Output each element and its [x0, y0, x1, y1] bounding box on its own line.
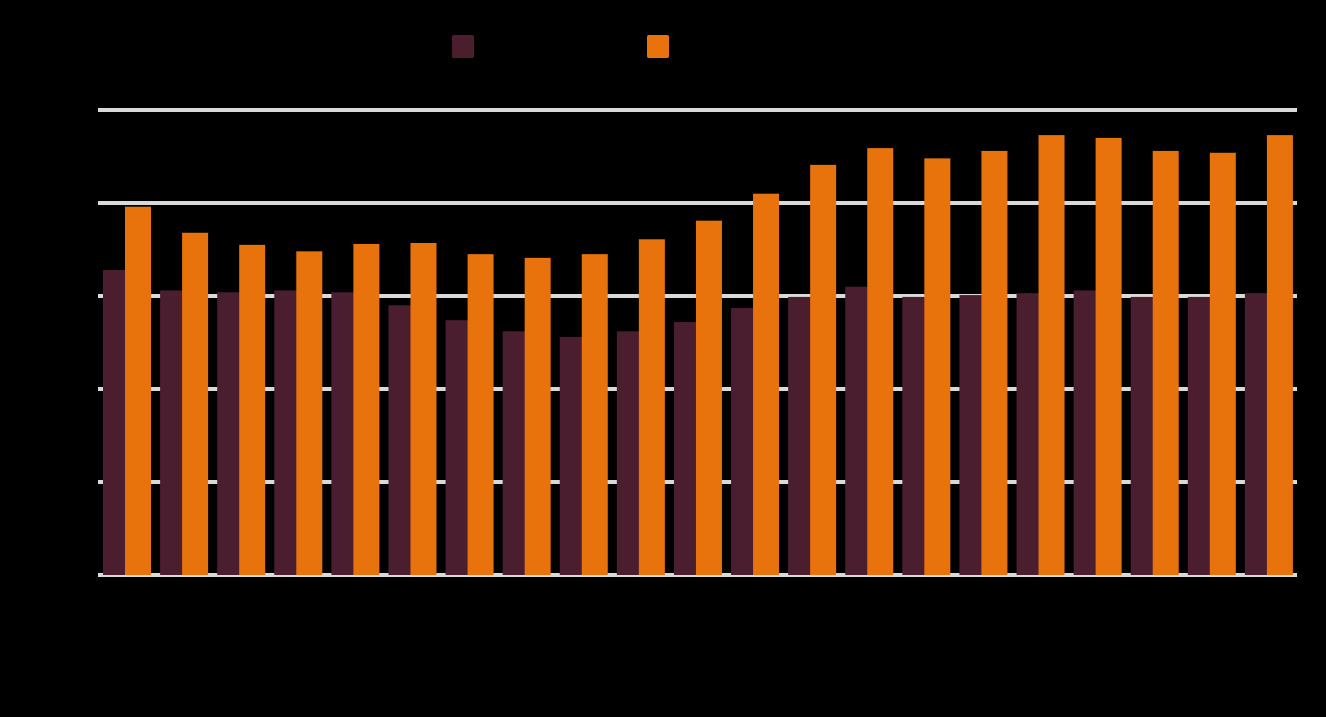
bar — [810, 164, 837, 575]
bar — [502, 331, 529, 575]
bar — [1038, 135, 1065, 576]
bar — [753, 193, 780, 575]
bar — [182, 232, 209, 575]
bar — [559, 336, 586, 575]
bar — [160, 290, 187, 575]
bar — [1073, 290, 1100, 575]
bar — [1187, 296, 1214, 575]
bar — [845, 286, 872, 575]
bar — [1266, 135, 1293, 576]
bar — [959, 295, 986, 575]
bar — [467, 254, 494, 575]
bar — [296, 251, 323, 576]
bar — [1016, 293, 1043, 575]
bar — [616, 331, 643, 575]
bar — [125, 206, 151, 575]
bar — [581, 254, 608, 575]
bar — [353, 243, 380, 576]
bar — [924, 158, 951, 576]
bar — [239, 244, 266, 575]
bar — [981, 150, 1008, 576]
bar — [524, 257, 551, 575]
bar — [445, 320, 472, 575]
legend-swatch — [647, 35, 669, 58]
bar — [103, 269, 129, 575]
bar — [1152, 150, 1179, 576]
bar — [1244, 293, 1271, 575]
bar — [1095, 137, 1122, 575]
legend-swatch — [452, 35, 474, 58]
bar — [1130, 296, 1157, 575]
bar — [217, 292, 244, 575]
bar — [388, 305, 415, 575]
bar — [638, 239, 665, 575]
bar — [673, 322, 700, 575]
bar — [788, 296, 815, 575]
bar — [1209, 152, 1236, 575]
bar — [274, 290, 301, 575]
bar — [731, 308, 758, 575]
bar — [902, 296, 929, 575]
bar — [695, 220, 722, 576]
bar — [867, 148, 894, 575]
bar — [410, 242, 437, 576]
bar — [331, 292, 358, 575]
